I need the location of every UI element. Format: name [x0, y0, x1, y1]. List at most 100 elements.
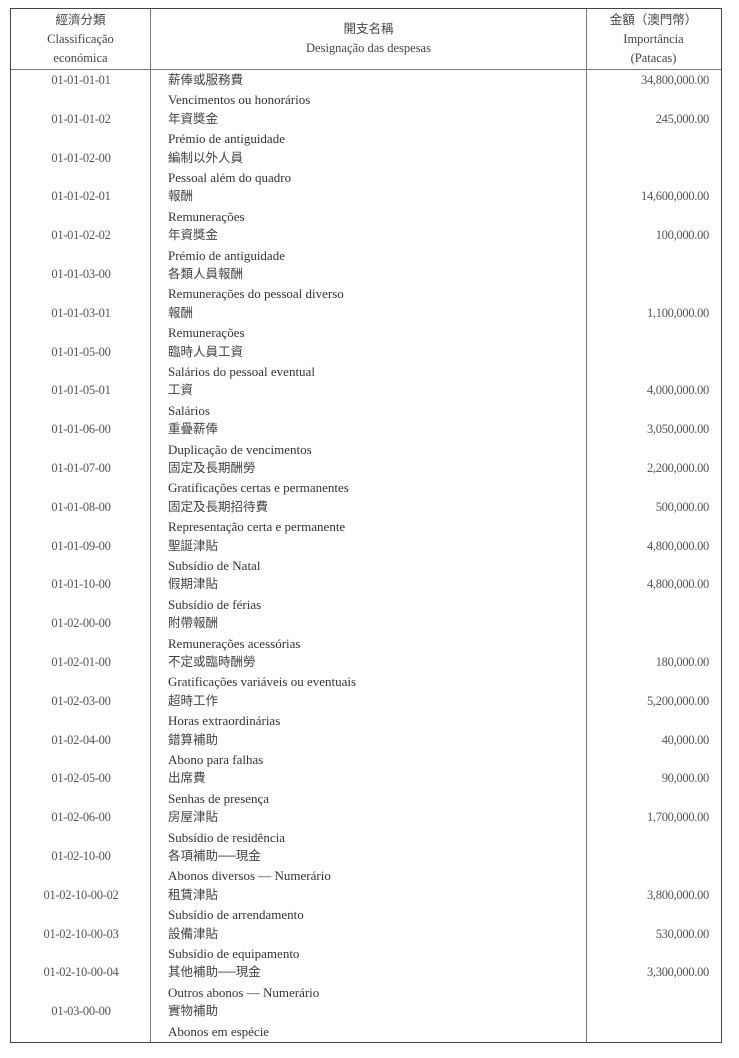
header-text: 經濟分類 — [55, 12, 106, 27]
header-text: 金額（澳門幣） — [609, 12, 698, 27]
row-name-zh: 租賃津貼 — [168, 887, 219, 902]
row-code: 01-02-00-00 — [51, 616, 111, 631]
row-name-zh: 重疊薪俸 — [168, 422, 219, 437]
row-name-pt: Abono para falhas — [168, 751, 264, 767]
table-row: 01-02-06-00 房屋津貼 Subsídio de residência 1,7… — [11, 808, 721, 847]
table-header: 經濟分類 Classificação económica 開支名稱 Design… — [11, 9, 721, 70]
row-amount: 3,300,000.00 — [646, 965, 709, 980]
header-text: Importância — [623, 31, 684, 46]
table-row: 01-02-10-00-03 設備津貼 Subsídio de equipament… — [11, 925, 721, 964]
row-name-zh: 不定或臨時酬勞 — [168, 654, 256, 669]
table-row: 01-01-05-01 工資 Salários 4,000,000.00 — [11, 381, 721, 420]
row-name-pt: Vencimentos ou honorários — [168, 92, 311, 108]
row-name-pt: Representação certa e permanente — [168, 519, 346, 535]
row-name-zh: 錯算補助 — [168, 732, 219, 747]
row-amount: 530,000.00 — [655, 926, 710, 941]
row-name-pt: Subsídio de residência — [168, 829, 285, 845]
column-divider — [150, 9, 151, 1042]
row-code: 01-02-10-00 — [51, 848, 111, 863]
row-amount: 2,200,000.00 — [646, 460, 709, 475]
row-amount: 1,700,000.00 — [646, 810, 709, 825]
row-name-zh: 超時工作 — [168, 693, 219, 708]
row-name-zh: 報酬 — [168, 189, 194, 204]
row-code: 01-02-03-00 — [51, 693, 111, 708]
row-name-pt: Remunerações — [168, 325, 245, 341]
row-name-zh: 臨時人員工資 — [168, 344, 244, 359]
row-amount: 3,050,000.00 — [646, 422, 709, 437]
table-row: 01-01-08-00 固定及長期招待費 Representação certa e… — [11, 498, 721, 537]
table-row: 01-01-02-02 年資獎金 Prémio de antiguidade 100,… — [11, 226, 721, 265]
row-code: 01-02-01-00 — [51, 654, 111, 669]
table-row: 01-01-10-00 假期津貼 Subsídio de férias 4,800,0… — [11, 575, 721, 614]
row-name-zh: 設備津貼 — [168, 926, 219, 941]
row-code: 01-02-06-00 — [51, 810, 111, 825]
table-row: 01-01-09-00 聖誕津貼 Subsídio de Natal 4,800,00… — [11, 537, 721, 576]
row-name-pt: Subsídio de férias — [168, 596, 262, 612]
row-name-pt: Subsídio de Natal — [168, 557, 261, 573]
row-amount: 5,200,000.00 — [646, 693, 709, 708]
row-name-zh: 固定及長期招待費 — [168, 499, 269, 514]
table-body: 01-01-01-01 薪俸或服務費 Vencimentos ou honorári… — [11, 71, 721, 1041]
row-name-pt: Duplicação de vencimentos — [168, 441, 312, 457]
row-name-zh: 固定及長期酬勞 — [168, 460, 256, 475]
row-name-pt: Subsídio de arrendamento — [168, 907, 304, 923]
table-row: 01-03-00-00 實物補助 Abonos em espécie — [11, 1002, 721, 1041]
row-code: 01-02-04-00 — [51, 732, 111, 747]
table-row: 01-02-10-00-02 租賃津貼 Subsídio de arrendamen… — [11, 886, 721, 925]
row-code: 01-01-05-00 — [51, 344, 111, 359]
row-name-pt: Abonos diversos — Numerário — [168, 868, 331, 884]
row-name-zh: 聖誕津貼 — [168, 538, 219, 553]
row-name-zh: 實物補助 — [168, 1004, 219, 1019]
row-name-zh: 報酬 — [168, 305, 194, 320]
header-text: (Patacas) — [630, 50, 677, 65]
header-text: económica — [53, 50, 108, 65]
table-row: 01-02-10-00-04 其他補助──現金 Outros abonos — Nu… — [11, 963, 721, 1002]
row-name-pt: Salários do pessoal eventual — [168, 363, 315, 379]
table-row: 01-02-04-00 錯算補助 Abono para falhas 40,000.0… — [11, 731, 721, 770]
row-code: 01-01-10-00 — [51, 577, 111, 592]
row-name-zh: 年資獎金 — [168, 111, 219, 126]
row-amount: 500,000.00 — [655, 499, 710, 514]
row-code: 01-02-05-00 — [51, 771, 111, 786]
row-code: 01-02-10-00-03 — [43, 926, 119, 941]
row-name-pt: Remunerações do pessoal diverso — [168, 286, 344, 302]
header-classification: 經濟分類 Classificação económica — [11, 9, 150, 69]
row-code: 01-01-01-01 — [51, 73, 111, 87]
header-text: Classificação — [47, 31, 114, 46]
row-name-pt: Prémio de antiguidade — [168, 247, 285, 263]
table-row: 01-01-02-00 編制以外人員 Pessoal além do quadro — [11, 149, 721, 188]
row-code: 01-03-00-00 — [51, 1004, 111, 1019]
row-amount: 4,000,000.00 — [646, 383, 709, 398]
table-row: 01-02-05-00 出席費 Senhas de presença 90,000.0… — [11, 769, 721, 808]
table-row: 01-01-07-00 固定及長期酬勞 Gratificações certas e… — [11, 459, 721, 498]
row-name-zh: 年資獎金 — [168, 228, 219, 243]
row-name-pt: Gratificações certas e permanentes — [168, 480, 349, 496]
row-name-pt: Pessoal além do quadro — [168, 169, 292, 185]
row-amount: 1,100,000.00 — [646, 305, 709, 320]
column-divider — [586, 9, 587, 1042]
row-amount: 3,800,000.00 — [646, 887, 709, 902]
row-name-pt: Subsídio de equipamento — [168, 945, 300, 961]
table-row: 01-02-03-00 超時工作 Horas extraordinárias 5,20… — [11, 692, 721, 731]
row-code: 01-02-10-00-02 — [43, 887, 119, 902]
row-code: 01-01-09-00 — [51, 538, 111, 553]
header-text: 開支名稱 — [343, 22, 394, 36]
table-row: 01-01-03-01 報酬 Remunerações 1,100,000.00 — [11, 304, 721, 343]
row-code: 01-01-02-02 — [51, 228, 111, 243]
row-name-zh: 編制以外人員 — [168, 150, 244, 165]
row-code: 01-02-10-00-04 — [43, 965, 119, 980]
row-code: 01-01-06-00 — [51, 422, 111, 437]
row-code: 01-01-03-00 — [51, 266, 111, 281]
row-amount: 180,000.00 — [655, 654, 710, 669]
row-code: 01-01-02-00 — [51, 150, 111, 165]
table-row: 01-01-02-01 報酬 Remunerações 14,600,000.00 — [11, 187, 721, 226]
expense-table: 經濟分類 Classificação económica 開支名稱 Design… — [10, 8, 722, 1043]
row-name-pt: Gratificações variáveis ou eventuais — [168, 674, 357, 690]
row-code: 01-01-05-01 — [51, 383, 111, 398]
table-row: 01-01-06-00 重疊薪俸 Duplicação de vencimentos… — [11, 420, 721, 459]
row-code: 01-01-03-01 — [51, 305, 111, 320]
table-row: 01-01-01-01 薪俸或服務費 Vencimentos ou honorári… — [11, 71, 721, 110]
row-name-zh: 出席費 — [168, 771, 206, 786]
header-designation: 開支名稱 Designação das despesas — [151, 9, 586, 69]
row-name-zh: 房屋津貼 — [168, 810, 219, 825]
